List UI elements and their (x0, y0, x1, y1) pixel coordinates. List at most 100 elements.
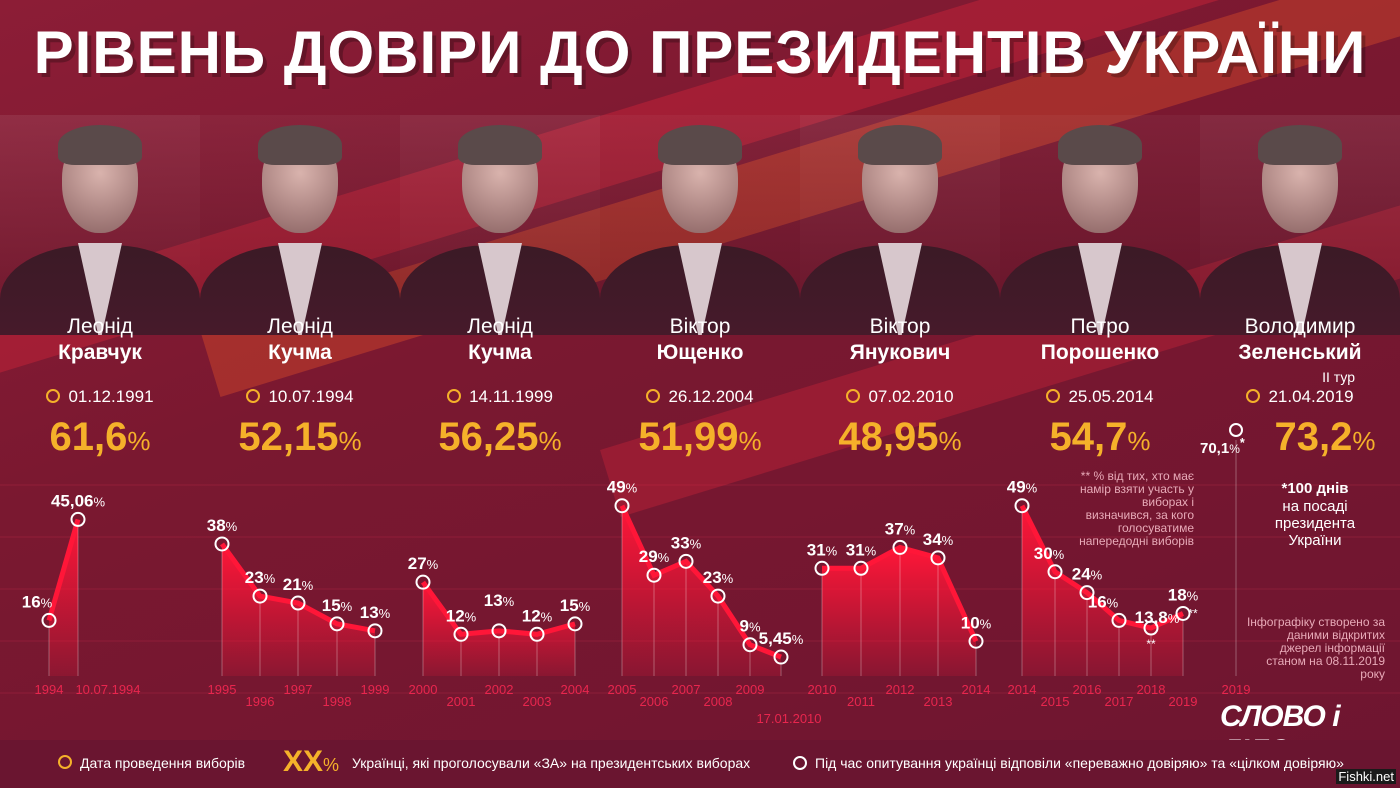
legend-trust: Під час опитування українці відповіли «п… (793, 755, 1344, 771)
year-label: 2002 (485, 682, 514, 697)
data-point (453, 626, 469, 642)
last-name: Ющенко (656, 341, 744, 364)
last-name: Кучма (268, 341, 332, 364)
first-name: Володимир (1244, 315, 1356, 338)
first-name: Леонід (67, 315, 133, 338)
year-label: 2000 (409, 682, 438, 697)
data-point (710, 588, 726, 604)
year-label: 2019 (1222, 682, 1251, 697)
data-point (1079, 585, 1095, 601)
year-label: 2019 (1169, 694, 1198, 709)
data-point (415, 574, 431, 590)
data-point (892, 539, 908, 555)
president-photo (800, 115, 1000, 335)
footnote-mark: ** (1146, 637, 1156, 651)
data-label: 13% (360, 603, 391, 622)
data-point (646, 567, 662, 583)
election-vote: 51,99% (638, 415, 762, 459)
first-name: Леонід (267, 315, 333, 338)
data-label: 16% (1088, 592, 1119, 611)
year-label: 1997 (284, 682, 313, 697)
source-note: Інфографіку створено за даними відкритих… (1246, 615, 1385, 681)
data-label: 34% (923, 530, 954, 549)
series-area (423, 582, 575, 676)
data-label: 33% (671, 533, 702, 552)
president-photo (0, 115, 200, 335)
clock-icon (1046, 389, 1061, 403)
clock-icon (447, 389, 462, 403)
data-label: 31% (807, 540, 838, 559)
president-photo (600, 115, 800, 335)
data-point (930, 550, 946, 566)
data-label: 30% (1034, 544, 1065, 563)
election-vote: 56,25% (438, 415, 562, 459)
year-label: 1998 (323, 694, 352, 709)
data-point (853, 560, 869, 576)
data-point (814, 560, 830, 576)
data-point (290, 595, 306, 611)
data-point (1111, 612, 1127, 628)
data-label: 23% (703, 568, 734, 587)
data-label: 15% (322, 596, 353, 615)
election-date: 14.11.1999 (400, 387, 600, 407)
data-label: 10% (961, 613, 992, 632)
year-label: 2006 (640, 694, 669, 709)
year-label: 2007 (672, 682, 701, 697)
watermark: Fishki.net (1336, 769, 1396, 784)
data-label: 29% (639, 547, 670, 566)
year-label: 1994 (35, 682, 64, 697)
election-vote: 73,2% (1274, 415, 1376, 459)
data-label: 31% (846, 540, 877, 559)
page-title: РІВЕНЬ ДОВІРИ ДО ПРЕЗИДЕНТІВ УКРАЇНИ (33, 19, 1367, 86)
year-label: 2008 (704, 694, 733, 709)
series-line (822, 544, 979, 643)
president-photo (400, 115, 600, 335)
clock-icon (646, 389, 661, 403)
data-label: 13% (484, 591, 515, 610)
election-date: 07.02.2010 (800, 387, 1000, 407)
year-label: 1995 (208, 682, 237, 697)
first-name: Віктор (869, 315, 931, 338)
president-column: Володимир Зеленський ІІ тур 21.04.2019 7… (1200, 115, 1400, 470)
president-column: Леонід Кучма 10.07.1994 52,15% (200, 115, 400, 470)
first-name: Віктор (669, 315, 731, 338)
last-name: Порошенко (1040, 341, 1160, 364)
data-label: 13,8% (1135, 608, 1180, 627)
data-point (1014, 498, 1030, 514)
data-label: 21% (283, 575, 314, 594)
election-vote: 61,6% (49, 415, 151, 459)
last-name: Кучма (468, 341, 532, 364)
data-point (491, 623, 507, 639)
data-point (1047, 564, 1063, 580)
president-photo (1200, 115, 1400, 335)
data-label: 9% (739, 617, 760, 636)
series-area (822, 547, 976, 676)
year-label: 2012 (886, 682, 915, 697)
data-label: 23% (245, 568, 276, 587)
data-point (329, 616, 345, 632)
legend-vote: Українці, які проголосували «ЗА» на през… (352, 755, 751, 771)
year-label: 2004 (561, 682, 590, 697)
data-point (968, 633, 984, 649)
year-label: 2018 (1137, 682, 1166, 697)
year-label: 2001 (447, 694, 476, 709)
election-date: 25.05.2014 (1000, 387, 1200, 407)
days100-note: *100 днів (1281, 480, 1349, 497)
series-area (49, 519, 78, 676)
data-label: 24% (1072, 565, 1103, 584)
president-column: Віктор Янукович 07.02.2010 48,95% (800, 115, 1000, 470)
footnote-mark: ** (1188, 606, 1198, 620)
year-label: 1999 (361, 682, 390, 697)
first-name: Леонід (467, 315, 533, 338)
data-point (742, 637, 758, 653)
clock-icon (1246, 389, 1261, 403)
election-vote: 54,7% (1049, 415, 1151, 459)
president-photo (200, 115, 400, 335)
clock-icon (846, 389, 861, 403)
election-date: 01.12.1991 (0, 387, 200, 407)
president-column: Петро Порошенко 25.05.2014 54,7% (1000, 115, 1200, 470)
data-label: 49% (607, 478, 638, 497)
first-name: Петро (1070, 315, 1130, 338)
data-label: 5,45% (759, 629, 804, 648)
data-point (529, 626, 545, 642)
